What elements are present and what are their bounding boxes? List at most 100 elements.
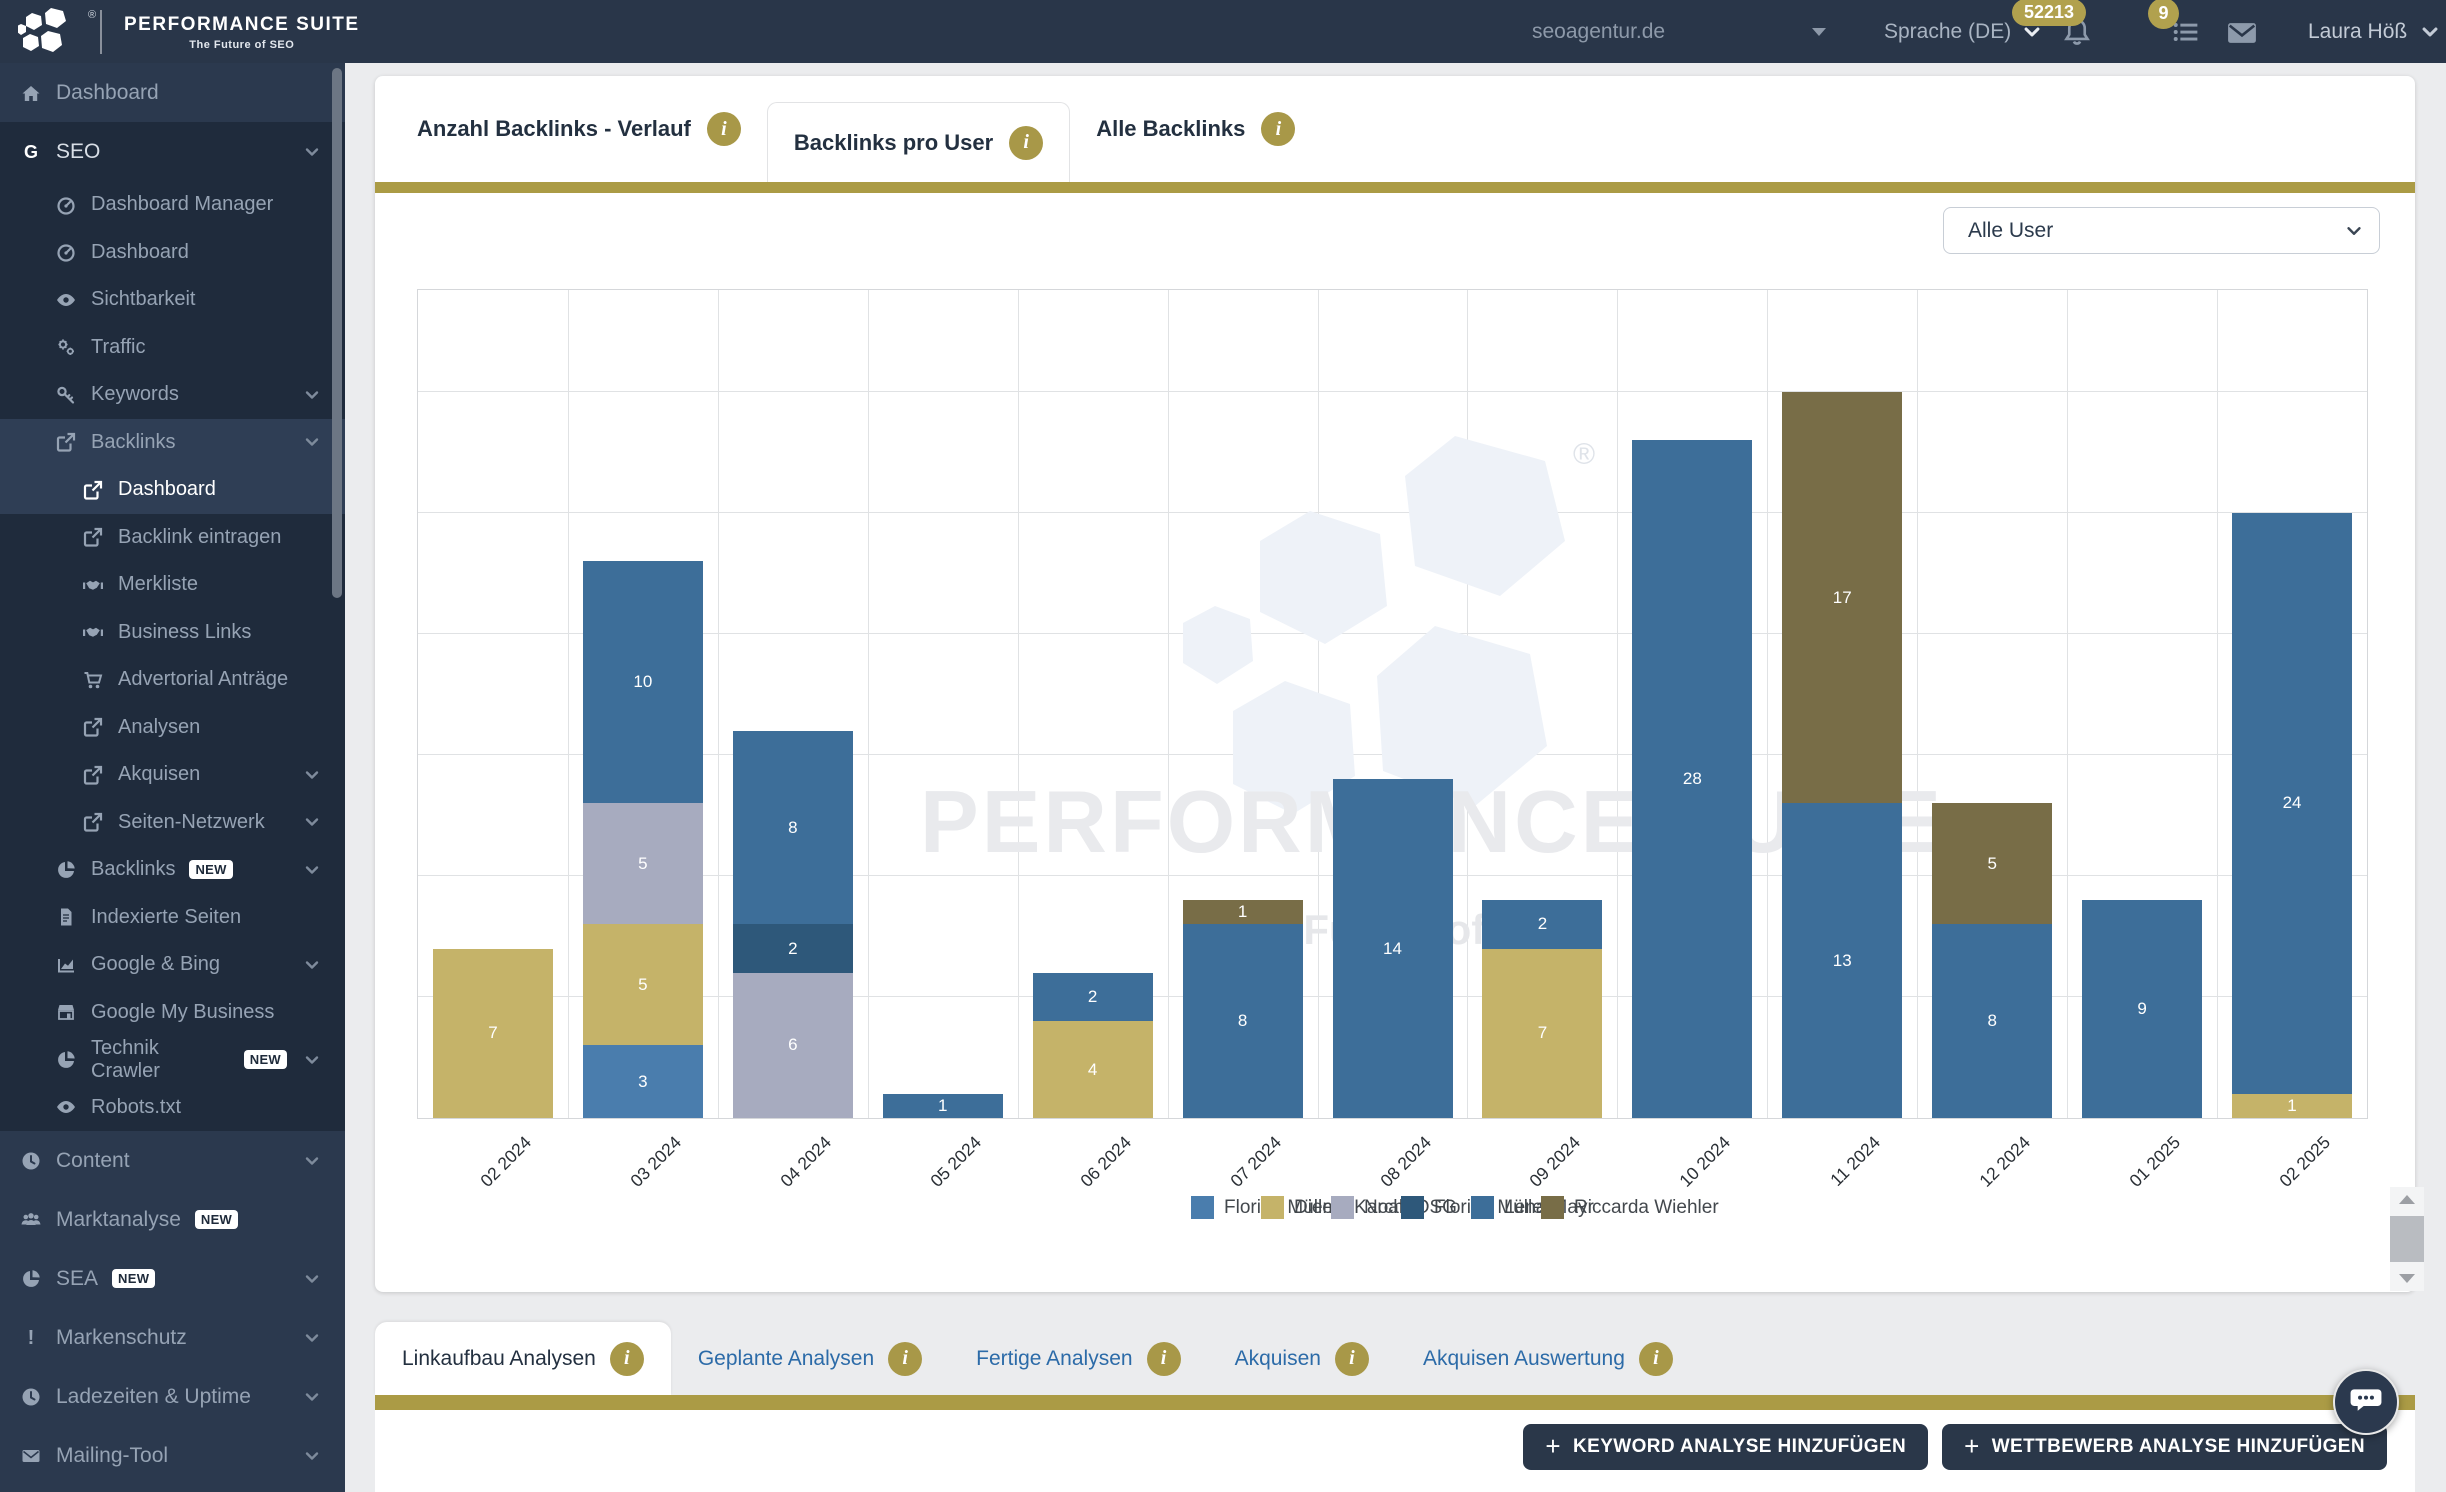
external-icon — [82, 526, 104, 548]
add-keyword-analysis-button[interactable]: + KEYWORD ANALYSE HINZUFÜGEN — [1523, 1424, 1929, 1470]
logo-hexagon-icon — [17, 7, 72, 57]
sidebar-item-keywords[interactable]: Keywords — [0, 371, 345, 419]
tab-akquisen-auswertung[interactable]: Akquisen Auswertung i — [1396, 1322, 1700, 1395]
info-icon[interactable]: i — [888, 1341, 923, 1376]
sidebar-item-dashboard[interactable]: Dashboard — [0, 228, 345, 276]
legend-swatch[interactable] — [1331, 1196, 1354, 1219]
bar-segment-04-2024-florian-müller[interactable]: 2 — [732, 924, 853, 973]
bar-segment-07-2024-lena-mayr[interactable]: 8 — [1182, 924, 1303, 1118]
sidebar-item-label: Technik Crawler — [91, 1036, 160, 1082]
legend-swatch[interactable] — [1401, 1196, 1424, 1219]
bar-segment-12-2024-riccarda-wiehler[interactable]: 5 — [1932, 803, 2053, 925]
user-filter-select[interactable]: Alle User — [1943, 207, 2380, 254]
bar-segment-07-2024-riccarda-wiehler[interactable]: 1 — [1182, 900, 1303, 925]
bar-segment-02-2025-diema-karch[interactable]: 1 — [2232, 1093, 2353, 1118]
legend-swatch[interactable] — [1191, 1196, 1214, 1219]
sidebar-item-traffic[interactable]: Traffic — [0, 323, 345, 371]
sidebar-item-robots-txt[interactable]: Robots.txt — [0, 1083, 345, 1131]
legend-swatch[interactable] — [1471, 1196, 1494, 1219]
bar-segment-02-2024-diema-karch[interactable]: 7 — [432, 948, 553, 1118]
bar-value-label: 8 — [1987, 1011, 1997, 1031]
legend-swatch[interactable] — [1261, 1196, 1284, 1219]
legend-scrollbar[interactable] — [2390, 1187, 2424, 1291]
sidebar-item-google-bing[interactable]: Google & Bing — [0, 941, 345, 989]
sidebar-item-dashboard[interactable]: Dashboard — [0, 466, 345, 514]
bar-segment-03-2024-noah-osg[interactable]: 5 — [582, 803, 703, 925]
sidebar-item-akquisen[interactable]: Akquisen — [0, 751, 345, 799]
sidebar-item-content[interactable]: Content — [0, 1131, 345, 1190]
sidebar-item-marktanalyse[interactable]: Marktanalyse NEW — [0, 1190, 345, 1249]
sidebar-item-label: Backlinks — [91, 858, 176, 881]
bar-segment-03-2024-lena-mayr[interactable]: 10 — [582, 561, 703, 804]
sidebar-item-dashboard[interactable]: Dashboard — [0, 63, 345, 122]
bar-segment-02-2025-lena-mayr[interactable]: 24 — [2232, 513, 2353, 1094]
sidebar-item-mailing-tool[interactable]: Mailing-Tool — [0, 1426, 345, 1485]
tab-alle-backlinks[interactable]: Alle Backlinks i — [1070, 76, 1321, 182]
tab-akquisen[interactable]: Akquisen i — [1208, 1322, 1396, 1395]
language-selector[interactable]: Sprache (DE) — [1884, 0, 2045, 63]
sidebar-item-backlinks[interactable]: Backlinks NEW — [0, 846, 345, 894]
sidebar-item-sichtbarkeit[interactable]: Sichtbarkeit — [0, 276, 345, 324]
bar-segment-11-2024-lena-mayr[interactable]: 13 — [1782, 803, 1903, 1118]
info-icon[interactable]: i — [1261, 112, 1296, 146]
info-icon[interactable]: i — [1334, 1341, 1369, 1376]
info-icon[interactable]: i — [706, 112, 741, 146]
info-icon[interactable]: i — [1146, 1341, 1181, 1376]
domain-caret-icon[interactable] — [1812, 0, 1826, 63]
gauge-icon — [55, 194, 77, 216]
bar-segment-12-2024-lena-mayr[interactable]: 8 — [1932, 924, 2053, 1118]
sidebar-item-label: Dashboard Manager — [91, 193, 274, 216]
bar-segment-06-2024-lena-mayr[interactable]: 2 — [1032, 972, 1153, 1022]
legend-swatch[interactable] — [1541, 1196, 1564, 1219]
sidebar-item-dashboard-manager[interactable]: Dashboard Manager — [0, 181, 345, 229]
sidebar-item-indexierte-seiten[interactable]: Indexierte Seiten — [0, 893, 345, 941]
messages-button[interactable] — [2224, 0, 2258, 63]
tab-geplante-analysen[interactable]: Geplante Analysen i — [671, 1322, 949, 1395]
sidebar-item-backlinks[interactable]: Backlinks — [0, 418, 345, 466]
sidebar-item-ladezeiten-uptime[interactable]: Ladezeiten & Uptime — [0, 1367, 345, 1426]
sidebar-item-merkliste[interactable]: Merkliste — [0, 561, 345, 609]
info-icon[interactable]: i — [1009, 125, 1044, 160]
add-competitor-analysis-button[interactable]: + WETTBEWERB ANALYSE HINZUFÜGEN — [1942, 1424, 2387, 1470]
sidebar-item-sea[interactable]: SEA NEW — [0, 1249, 345, 1308]
bar-segment-10-2024-lena-mayr[interactable]: 28 — [1632, 440, 1753, 1118]
scroll-down-icon[interactable] — [2399, 1274, 2415, 1283]
bar-segment-03-2024-diema-karch[interactable]: 5 — [582, 924, 703, 1046]
sidebar-item-google-my-business[interactable]: Google My Business — [0, 988, 345, 1036]
user-menu[interactable]: Laura Höß — [2308, 0, 2443, 63]
tab-label: Akquisen Auswertung — [1422, 1346, 1625, 1370]
sidebar-scrollbar[interactable] — [332, 68, 342, 598]
sidebar-item-analysen[interactable]: Analysen — [0, 703, 345, 751]
sidebar-item-backlink-eintragen[interactable]: Backlink eintragen — [0, 513, 345, 561]
chart-icon — [55, 954, 77, 976]
bar-segment-11-2024-riccarda-wiehler[interactable]: 17 — [1782, 392, 1903, 804]
notifications-button[interactable]: 52213 — [2012, 0, 2094, 63]
sidebar-item-business-links[interactable]: Business Links — [0, 608, 345, 656]
bar-segment-09-2024-lena-mayr[interactable]: 2 — [1482, 900, 1603, 949]
tab-anzahl-backlinks-verlauf[interactable]: Anzahl Backlinks - Verlauf i — [417, 76, 767, 182]
sidebar-item-seiten-netzwerk[interactable]: Seiten-Netzwerk — [0, 798, 345, 846]
domain-selector[interactable]: seoagentur.de — [1532, 0, 1665, 63]
sidebar-item-markenschutz[interactable]: ! Markenschutz — [0, 1308, 345, 1367]
bar-segment-04-2024-noah-osg[interactable]: 6 — [732, 972, 853, 1118]
external-icon — [82, 479, 104, 501]
chat-fab-button[interactable] — [2333, 1369, 2399, 1435]
bar-segment-01-2025-lena-mayr[interactable]: 9 — [2082, 900, 2203, 1118]
bar-segment-05-2024-lena-mayr[interactable]: 1 — [882, 1093, 1003, 1118]
bar-segment-08-2024-lena-mayr[interactable]: 14 — [1332, 779, 1453, 1118]
sidebar-item-technik-crawler[interactable]: Technik Crawler NEW — [0, 1036, 345, 1084]
tab-linkaufbau-analysen[interactable]: Linkaufbau Analysen i — [375, 1322, 671, 1395]
tab-fertige-analysen[interactable]: Fertige Analysen i — [949, 1322, 1207, 1395]
tab-backlinks-pro-user[interactable]: Backlinks pro User i — [766, 102, 1071, 182]
tasks-button[interactable]: 9 — [2148, 0, 2202, 63]
bar-segment-03-2024-florian-müller[interactable]: 3 — [582, 1045, 703, 1118]
scroll-thumb[interactable] — [2390, 1216, 2424, 1262]
sidebar-item-advertorial-anträge[interactable]: Advertorial Anträge — [0, 656, 345, 704]
info-icon[interactable]: i — [609, 1341, 644, 1376]
bar-segment-06-2024-diema-karch[interactable]: 4 — [1032, 1021, 1153, 1118]
bar-segment-04-2024-lena-mayr[interactable]: 8 — [732, 730, 853, 925]
scroll-up-icon[interactable] — [2399, 1195, 2415, 1204]
info-icon[interactable]: i — [1638, 1341, 1673, 1376]
sidebar-item-seo[interactable]: G SEO — [0, 122, 345, 181]
bar-segment-09-2024-diema-karch[interactable]: 7 — [1482, 948, 1603, 1118]
